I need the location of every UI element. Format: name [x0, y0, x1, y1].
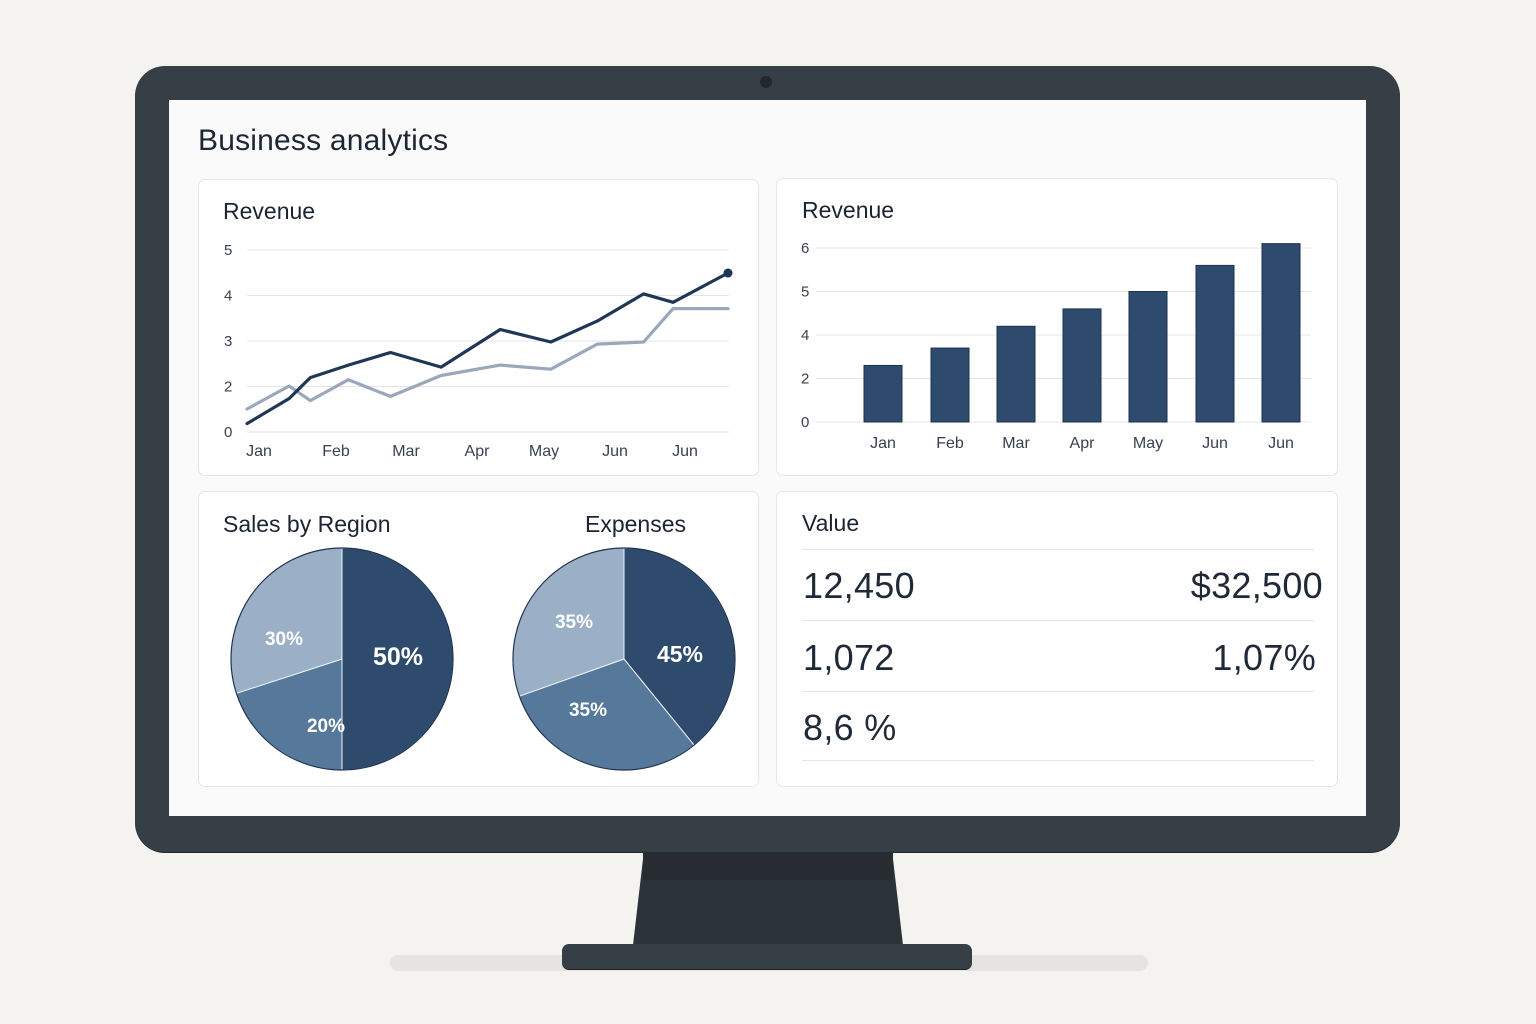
pie-slice-label: 50%	[373, 643, 423, 671]
x-tick-label: Jun	[1268, 435, 1294, 452]
y-tick-label: 5	[801, 284, 809, 301]
pie-slice-label: 35%	[555, 612, 593, 633]
bar-chart-title: Revenue	[802, 197, 895, 223]
kpi-value-orders: 1,072	[803, 637, 895, 678]
x-tick-label: Jan	[870, 435, 896, 452]
x-tick-label: Apr	[1070, 435, 1096, 452]
y-tick-label: 6	[801, 240, 809, 257]
kpi-value-growth: 8,6 %	[803, 707, 897, 748]
sales-by-region-title: Sales by Region	[223, 511, 391, 537]
y-tick-label: 2	[801, 371, 809, 388]
pie-outline	[230, 547, 454, 771]
x-tick-label: Jun	[1202, 435, 1228, 452]
pie-slice-label: 20%	[307, 716, 345, 737]
x-tick-label: Jan	[246, 443, 272, 460]
pie-slice-label: 35%	[569, 700, 607, 721]
pie-slice-label: 30%	[265, 629, 303, 650]
kpi-divider	[802, 549, 1314, 550]
bar-chart: 0 2 4 5 6 Jan Feb Mar Apr May Jun Jun	[801, 240, 1311, 452]
kpi-value-rate: 1,07%	[1212, 637, 1316, 678]
bar	[1261, 243, 1301, 423]
bar-chart-card	[776, 178, 1338, 476]
bar	[996, 325, 1036, 423]
bar	[930, 347, 970, 423]
x-tick-label: May	[529, 443, 559, 460]
kpi-value-users: 12,450	[803, 565, 915, 606]
page-title: Business analytics	[198, 124, 449, 157]
kpi-title: Value	[802, 510, 860, 536]
y-tick-label: 0	[801, 414, 809, 431]
y-tick-label: 4	[801, 327, 809, 344]
webcam-icon	[760, 76, 772, 88]
expenses-title: Expenses	[585, 511, 687, 537]
bar	[1128, 291, 1168, 423]
x-tick-label: Mar	[1002, 435, 1030, 452]
pie-charts: 50% 20% 30% 45% 35% 35%	[230, 547, 736, 771]
x-tick-label: Jun	[602, 443, 628, 460]
y-tick-label: 5	[224, 242, 232, 259]
line-series	[245, 307, 730, 411]
kpi-value-revenue: $32,500	[1190, 565, 1323, 606]
pie-outline	[512, 547, 736, 771]
pie-slice-label: 45%	[657, 641, 703, 667]
bar	[1062, 308, 1102, 423]
x-tick-label: Apr	[465, 443, 491, 460]
x-tick-label: Feb	[322, 443, 350, 460]
y-tick-label: 3	[224, 333, 232, 350]
x-tick-label: Mar	[392, 443, 420, 460]
x-tick-label: May	[1133, 435, 1163, 452]
x-tick-label: Jun	[672, 443, 698, 460]
line-series	[245, 271, 730, 426]
line-endpoint-marker	[723, 268, 733, 278]
kpi-divider	[802, 620, 1314, 621]
y-tick-label: 2	[224, 379, 232, 396]
bar	[1195, 264, 1235, 423]
line-chart: 0 2 3 4 5 Jan Feb Mar Apr May Jun Jun	[224, 242, 733, 460]
bar	[863, 364, 903, 423]
kpi-divider	[802, 691, 1314, 692]
y-tick-label: 0	[224, 424, 232, 441]
kpi-card	[776, 491, 1338, 787]
kpi-divider	[802, 760, 1314, 761]
line-chart-card	[198, 179, 759, 476]
y-tick-label: 4	[224, 288, 232, 305]
monitor-stand-base	[562, 944, 972, 970]
x-tick-label: Feb	[936, 435, 964, 452]
line-chart-title: Revenue	[223, 198, 316, 224]
monitor-stand-shade	[643, 852, 893, 880]
